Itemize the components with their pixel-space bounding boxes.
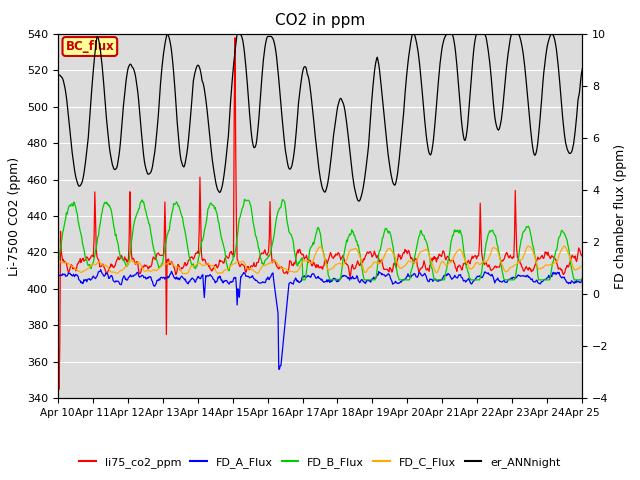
Text: BC_flux: BC_flux — [65, 40, 114, 53]
Title: CO2 in ppm: CO2 in ppm — [275, 13, 365, 28]
Legend: li75_co2_ppm, FD_A_Flux, FD_B_Flux, FD_C_Flux, er_ANNnight: li75_co2_ppm, FD_A_Flux, FD_B_Flux, FD_C… — [75, 452, 565, 472]
Y-axis label: FD chamber flux (ppm): FD chamber flux (ppm) — [614, 144, 627, 288]
Y-axis label: Li-7500 CO2 (ppm): Li-7500 CO2 (ppm) — [8, 156, 21, 276]
